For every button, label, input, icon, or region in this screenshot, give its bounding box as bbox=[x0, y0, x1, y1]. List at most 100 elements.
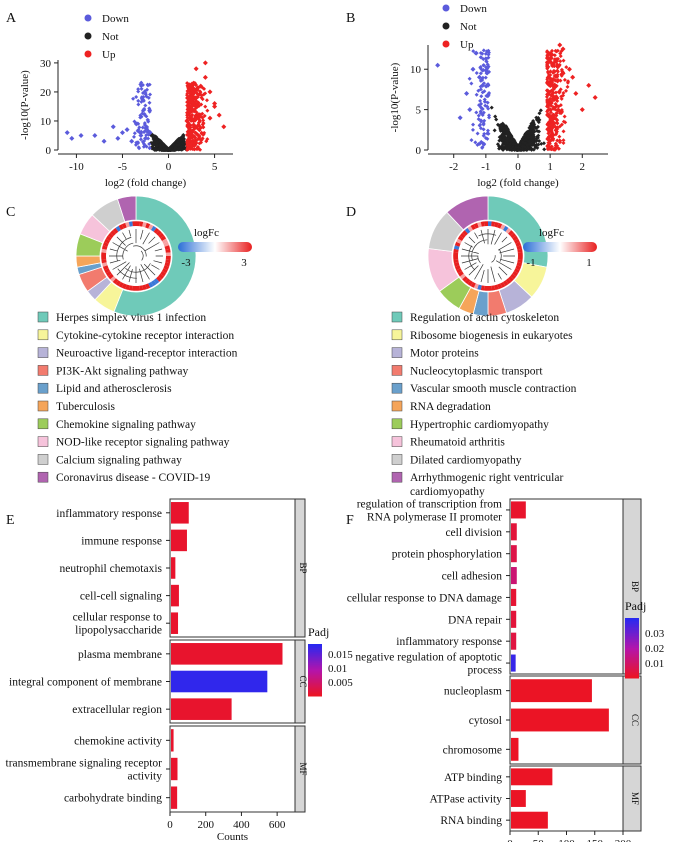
logfc-legend-title: logFc bbox=[539, 227, 564, 239]
volcano-point bbox=[489, 105, 494, 110]
pathway-swatch bbox=[37, 418, 49, 430]
logfc-cell bbox=[462, 276, 468, 282]
volcano-point bbox=[510, 137, 515, 142]
logfc-cell bbox=[164, 245, 171, 250]
volcano-point bbox=[558, 59, 563, 64]
padj-colorbar-cell bbox=[625, 658, 639, 661]
volcano-point bbox=[542, 147, 547, 152]
volcano-point bbox=[145, 117, 150, 122]
volcano-point bbox=[504, 138, 509, 143]
padj-colorbar-cell bbox=[625, 649, 639, 652]
x-tick-label: -1 bbox=[481, 161, 490, 173]
volcano-point bbox=[148, 92, 153, 97]
logfc-cell bbox=[497, 283, 503, 290]
x-tick-label: 150 bbox=[587, 838, 604, 842]
category-label: neutrophil chemotaxis bbox=[59, 563, 162, 575]
padj-colorbar-cell bbox=[308, 659, 322, 662]
pathway-label: Vascular smooth muscle contraction bbox=[410, 383, 577, 395]
volcano-point bbox=[179, 134, 184, 139]
volcano-point-down bbox=[480, 82, 486, 88]
logfc-cell bbox=[145, 222, 151, 229]
volcano-point bbox=[492, 128, 497, 133]
volcano-point bbox=[483, 75, 488, 80]
volcano-point bbox=[486, 91, 491, 96]
volcano-point bbox=[196, 103, 201, 108]
category-label: RNA polymerase II promoter bbox=[367, 511, 502, 523]
volcano-point bbox=[185, 91, 190, 96]
volcano-point bbox=[539, 141, 544, 146]
logfc-cell bbox=[128, 285, 133, 291]
logfc-cell bbox=[457, 271, 464, 277]
padj-colorbar-cell bbox=[308, 657, 322, 659]
padj-colorbar-cell bbox=[625, 675, 639, 677]
volcano-point bbox=[557, 89, 562, 94]
bar bbox=[511, 545, 517, 563]
volcano-point bbox=[204, 98, 209, 103]
padj-colorbar-cell bbox=[308, 658, 322, 661]
volcano-point bbox=[553, 73, 558, 78]
facet-label-cc: CC bbox=[298, 675, 308, 687]
bar bbox=[171, 502, 189, 524]
volcano-point bbox=[520, 144, 525, 149]
padj-colorbar-cell bbox=[308, 692, 322, 694]
logfc-cell bbox=[484, 221, 488, 227]
volcano-point bbox=[556, 108, 561, 113]
volcano-point bbox=[553, 48, 558, 53]
volcano-point bbox=[140, 125, 145, 130]
volcano-point bbox=[477, 141, 482, 146]
pathway-label: NOD-like receptor signaling pathway bbox=[56, 437, 230, 449]
logfc-cell bbox=[517, 256, 523, 260]
logfc-cell bbox=[104, 268, 111, 274]
category-label: RNA binding bbox=[440, 815, 502, 827]
volcano-point-down bbox=[78, 132, 84, 138]
volcano-point-up bbox=[216, 112, 222, 118]
volcano-point bbox=[201, 120, 206, 125]
volcano-point bbox=[203, 104, 208, 109]
volcano-point bbox=[552, 86, 557, 91]
logfc-cell bbox=[102, 241, 109, 247]
volcano-point bbox=[537, 139, 542, 144]
padj-colorbar-cell bbox=[625, 622, 639, 625]
padj-colorbar-cell bbox=[625, 655, 639, 658]
volcano-point bbox=[486, 131, 491, 136]
volcano-point bbox=[482, 131, 487, 136]
pathway-label: Rheumatoid arthritis bbox=[410, 437, 505, 449]
logfc-cell bbox=[513, 268, 520, 274]
volcano-point bbox=[546, 51, 551, 56]
logfc-cell bbox=[453, 262, 460, 267]
padj-colorbar-cell bbox=[308, 663, 322, 666]
volcano-plot-a: Down Not Up 0 10 20 30 -10 -5 0 5 log2 (fold chan… bbox=[19, 13, 233, 189]
x-tick-label: 50 bbox=[533, 838, 545, 842]
volcano-point bbox=[560, 109, 565, 114]
volcano-point bbox=[548, 78, 553, 83]
category-label: ATP binding bbox=[444, 772, 502, 784]
volcano-point-up bbox=[547, 82, 553, 88]
volcano-point bbox=[159, 147, 164, 152]
volcano-point bbox=[545, 143, 550, 148]
panel-label-d: D bbox=[346, 205, 356, 220]
volcano-point-up bbox=[202, 74, 208, 80]
volcano-point bbox=[478, 122, 483, 127]
volcano-point bbox=[189, 94, 194, 99]
padj-colorbar-cell bbox=[625, 652, 639, 655]
go-bar-chart-e: BP inflammatory response immune response ne… bbox=[6, 498, 353, 842]
bar bbox=[511, 632, 517, 650]
logfc-cell bbox=[473, 283, 479, 290]
volcano-point bbox=[499, 122, 504, 127]
padj-colorbar-cell bbox=[308, 673, 322, 676]
volcano-point bbox=[186, 105, 191, 110]
padj-colorbar-cell bbox=[625, 637, 639, 640]
logfc-cell bbox=[470, 224, 476, 231]
logfc-cell bbox=[516, 262, 523, 267]
volcano-point bbox=[478, 55, 483, 60]
logfc-cell bbox=[163, 241, 170, 247]
panel-label-f: F bbox=[346, 513, 354, 528]
volcano-point bbox=[531, 139, 536, 144]
volcano-point bbox=[546, 131, 551, 136]
y-tick-label: 10 bbox=[410, 64, 422, 76]
logfc-max-label: 1 bbox=[586, 257, 592, 269]
volcano-point bbox=[189, 87, 194, 92]
volcano-point bbox=[197, 134, 202, 139]
volcano-point bbox=[481, 142, 486, 147]
